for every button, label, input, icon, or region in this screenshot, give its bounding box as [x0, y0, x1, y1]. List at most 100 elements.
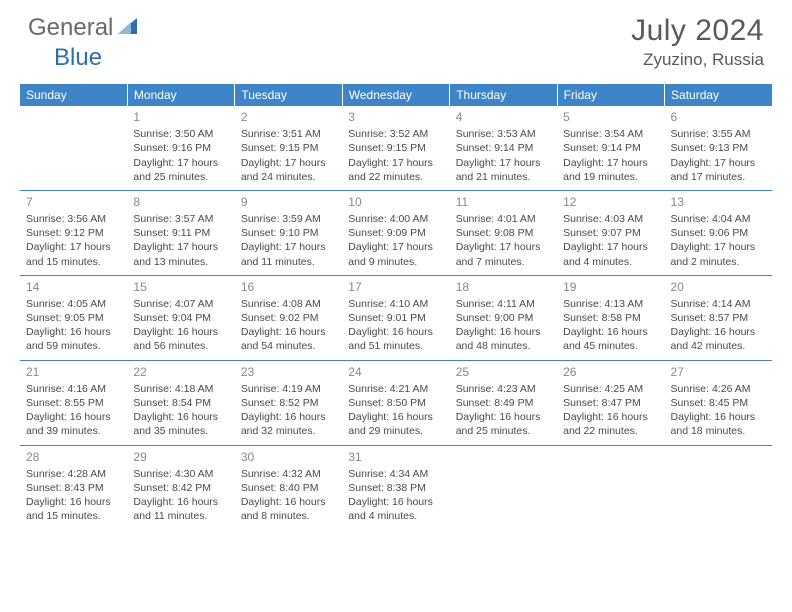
calendar-week-row: 21Sunrise: 4:16 AMSunset: 8:55 PMDayligh…: [20, 360, 772, 445]
calendar-day-cell: 13Sunrise: 4:04 AMSunset: 9:06 PMDayligh…: [665, 190, 772, 275]
calendar-day-cell: 15Sunrise: 4:07 AMSunset: 9:04 PMDayligh…: [127, 275, 234, 360]
sunrise-line: Sunrise: 3:52 AM: [348, 127, 443, 141]
day-number: 7: [26, 194, 121, 210]
sunrise-line: Sunrise: 4:28 AM: [26, 467, 121, 481]
daylight-line: Daylight: 17 hours and 21 minutes.: [456, 156, 551, 184]
day-number: 18: [456, 279, 551, 295]
sunrise-line: Sunrise: 4:19 AM: [241, 382, 336, 396]
calendar-body: 1Sunrise: 3:50 AMSunset: 9:16 PMDaylight…: [20, 106, 772, 529]
sunset-line: Sunset: 9:05 PM: [26, 311, 121, 325]
brand-part1: General: [28, 14, 113, 42]
daylight-line: Daylight: 17 hours and 15 minutes.: [26, 240, 121, 268]
calendar-day-cell: 12Sunrise: 4:03 AMSunset: 9:07 PMDayligh…: [557, 190, 664, 275]
calendar-day-cell: 29Sunrise: 4:30 AMSunset: 8:42 PMDayligh…: [127, 445, 234, 529]
sunrise-line: Sunrise: 3:55 AM: [671, 127, 766, 141]
sunrise-line: Sunrise: 3:56 AM: [26, 212, 121, 226]
calendar-day-cell: 25Sunrise: 4:23 AMSunset: 8:49 PMDayligh…: [450, 360, 557, 445]
daylight-line: Daylight: 16 hours and 54 minutes.: [241, 325, 336, 353]
daylight-line: Daylight: 16 hours and 39 minutes.: [26, 410, 121, 438]
calendar-day-cell: 28 Sunrise: 4:28 AMSunset: 8:43 PMDayligh…: [20, 445, 127, 529]
daylight-line: Daylight: 16 hours and 15 minutes.: [26, 495, 121, 523]
sunrise-line: Sunrise: 4:23 AM: [456, 382, 551, 396]
daylight-line: Daylight: 16 hours and 51 minutes.: [348, 325, 443, 353]
calendar-day-cell: 11Sunrise: 4:01 AMSunset: 9:08 PMDayligh…: [450, 190, 557, 275]
daylight-line: Daylight: 16 hours and 42 minutes.: [671, 325, 766, 353]
day-number: 16: [241, 279, 336, 295]
daylight-line: Daylight: 17 hours and 19 minutes.: [563, 156, 658, 184]
sunrise-line: Sunrise: 4:34 AM: [348, 467, 443, 481]
brand-triangle-icon: [118, 14, 138, 42]
daylight-line: Daylight: 17 hours and 9 minutes.: [348, 240, 443, 268]
daylight-line: Daylight: 17 hours and 2 minutes.: [671, 240, 766, 268]
day-number: 15: [133, 279, 228, 295]
sunrise-line: Sunrise: 4:13 AM: [563, 297, 658, 311]
day-number: 25: [456, 364, 551, 380]
sunset-line: Sunset: 8:49 PM: [456, 396, 551, 410]
weekday-header: Thursday: [450, 84, 557, 106]
day-number: 8: [133, 194, 228, 210]
calendar-day-cell: 7Sunrise: 3:56 AMSunset: 9:12 PMDaylight…: [20, 190, 127, 275]
sunset-line: Sunset: 9:10 PM: [241, 226, 336, 240]
sunset-line: Sunset: 9:15 PM: [241, 141, 336, 155]
daylight-line: Daylight: 17 hours and 17 minutes.: [671, 156, 766, 184]
sunset-line: Sunset: 9:08 PM: [456, 226, 551, 240]
day-number: 28: [26, 449, 121, 465]
sunset-line: Sunset: 9:15 PM: [348, 141, 443, 155]
calendar-day-cell: 9Sunrise: 3:59 AMSunset: 9:10 PMDaylight…: [235, 190, 342, 275]
day-number: 11: [456, 194, 551, 210]
daylight-line: Daylight: 16 hours and 18 minutes.: [671, 410, 766, 438]
sunset-line: Sunset: 8:43 PM: [26, 481, 121, 495]
day-number: 3: [348, 109, 443, 125]
daylight-line: Daylight: 17 hours and 22 minutes.: [348, 156, 443, 184]
calendar-day-cell: 1Sunrise: 3:50 AMSunset: 9:16 PMDaylight…: [127, 106, 234, 190]
daylight-line: Daylight: 16 hours and 22 minutes.: [563, 410, 658, 438]
weekday-header: Friday: [557, 84, 664, 106]
sunset-line: Sunset: 8:55 PM: [26, 396, 121, 410]
sunrise-line: Sunrise: 4:05 AM: [26, 297, 121, 311]
daylight-line: Daylight: 16 hours and 32 minutes.: [241, 410, 336, 438]
sunrise-line: Sunrise: 4:14 AM: [671, 297, 766, 311]
daylight-line: Daylight: 17 hours and 11 minutes.: [241, 240, 336, 268]
sunset-line: Sunset: 8:58 PM: [563, 311, 658, 325]
title-block: July 2024 Zyuzino, Russia: [631, 14, 764, 70]
sunset-line: Sunset: 9:09 PM: [348, 226, 443, 240]
daylight-line: Daylight: 16 hours and 45 minutes.: [563, 325, 658, 353]
sunset-line: Sunset: 9:01 PM: [348, 311, 443, 325]
sunset-line: Sunset: 9:02 PM: [241, 311, 336, 325]
day-number: 31: [348, 449, 443, 465]
sunrise-line: Sunrise: 4:01 AM: [456, 212, 551, 226]
sunset-line: Sunset: 8:45 PM: [671, 396, 766, 410]
calendar-day-cell: 17Sunrise: 4:10 AMSunset: 9:01 PMDayligh…: [342, 275, 449, 360]
daylight-line: Daylight: 16 hours and 8 minutes.: [241, 495, 336, 523]
calendar-day-cell: 30Sunrise: 4:32 AMSunset: 8:40 PMDayligh…: [235, 445, 342, 529]
sunset-line: Sunset: 8:50 PM: [348, 396, 443, 410]
sunset-line: Sunset: 9:13 PM: [671, 141, 766, 155]
calendar-day-cell: 24Sunrise: 4:21 AMSunset: 8:50 PMDayligh…: [342, 360, 449, 445]
day-number: 12: [563, 194, 658, 210]
day-number: 19: [563, 279, 658, 295]
sunrise-line: Sunrise: 4:04 AM: [671, 212, 766, 226]
sunrise-line: Sunrise: 4:08 AM: [241, 297, 336, 311]
sunrise-line: Sunrise: 3:54 AM: [563, 127, 658, 141]
sunset-line: Sunset: 9:07 PM: [563, 226, 658, 240]
calendar-week-row: 28Sunrise: 4:28 AMSunset: 8:43 PMDayligh…: [20, 445, 772, 529]
sunrise-line: Sunrise: 4:03 AM: [563, 212, 658, 226]
sunrise-line: Sunrise: 4:26 AM: [671, 382, 766, 396]
sunset-line: Sunset: 9:00 PM: [456, 311, 551, 325]
calendar-day-cell: 22Sunrise: 4:18 AMSunset: 8:54 PMDayligh…: [127, 360, 234, 445]
sunrise-line: Sunrise: 4:10 AM: [348, 297, 443, 311]
day-number: 24: [348, 364, 443, 380]
month-title: July 2024: [631, 14, 764, 48]
sunset-line: Sunset: 9:14 PM: [563, 141, 658, 155]
sunrise-line: Sunrise: 4:18 AM: [133, 382, 228, 396]
weekday-header: Sunday: [20, 84, 127, 106]
sunrise-line: Sunrise: 4:11 AM: [456, 297, 551, 311]
sunset-line: Sunset: 8:54 PM: [133, 396, 228, 410]
brand-logo: General: [28, 14, 140, 42]
calendar-day-cell: 31Sunrise: 4:34 AMSunset: 8:38 PMDayligh…: [342, 445, 449, 529]
sunset-line: Sunset: 8:40 PM: [241, 481, 336, 495]
day-number: 20: [671, 279, 766, 295]
calendar-day-cell: 27Sunrise: 4:26 AMSunset: 8:45 PMDayligh…: [665, 360, 772, 445]
sunrise-line: Sunrise: 4:32 AM: [241, 467, 336, 481]
page-header: General July 2024 Zyuzino, Russia: [0, 0, 792, 78]
